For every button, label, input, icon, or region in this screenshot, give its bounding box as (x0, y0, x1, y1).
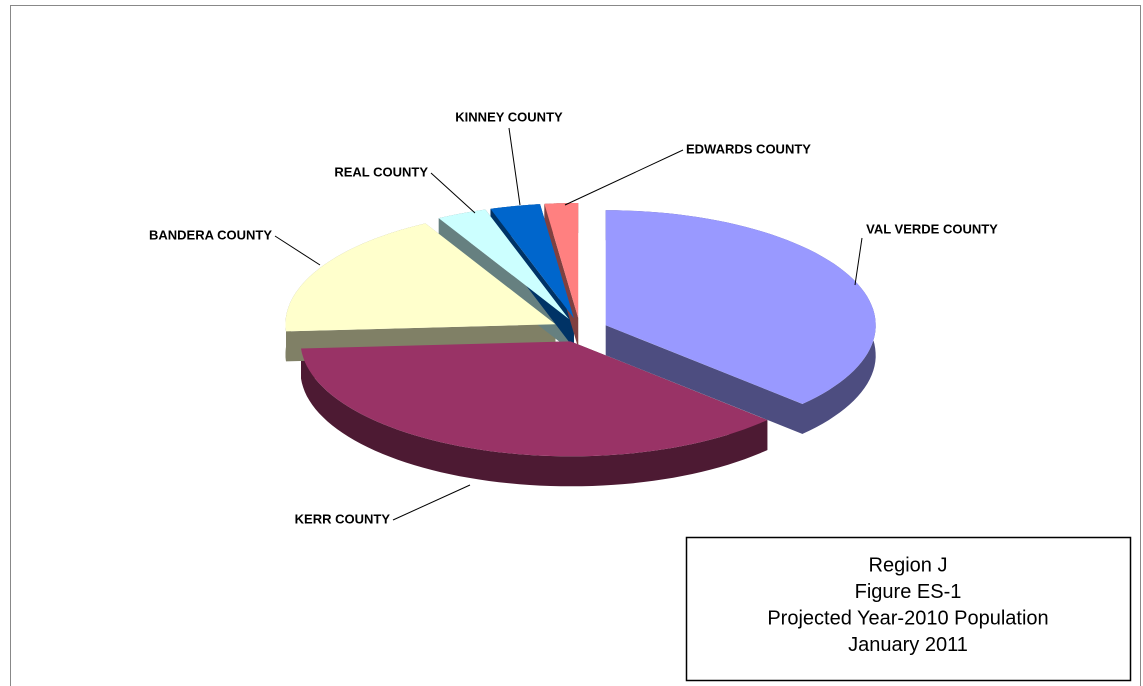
caption-line: Region J (869, 554, 948, 576)
slice-label: BANDERA COUNTY (149, 227, 272, 242)
leader-line (274, 235, 321, 266)
slice (605, 210, 876, 404)
slice-label: EDWARDS COUNTY (686, 141, 811, 156)
slice-tops (285, 203, 876, 457)
slice-label: KERR COUNTY (295, 511, 391, 526)
caption-box (685, 536, 1132, 682)
slice (490, 204, 574, 319)
caption-line: January 2011 (848, 634, 968, 656)
caption-line: Figure ES-1 (855, 581, 962, 603)
slice-side (605, 325, 803, 434)
slice (438, 209, 569, 319)
slice-wall (301, 348, 768, 487)
slice (301, 341, 768, 457)
leader-line (430, 172, 476, 214)
slice (285, 223, 556, 332)
slice-label: VAL VERDE COUNTY (866, 221, 998, 236)
leader-line (564, 149, 684, 206)
caption-line: Projected Year-2010 Population (767, 607, 1048, 629)
slice-label: REAL COUNTY (334, 164, 428, 179)
slice-label: KINNEY COUNTY (455, 109, 563, 124)
leader-line (854, 237, 863, 286)
leader-line (392, 484, 471, 521)
leader-line (508, 127, 521, 206)
chart-border (10, 5, 1141, 686)
slice (544, 203, 579, 318)
